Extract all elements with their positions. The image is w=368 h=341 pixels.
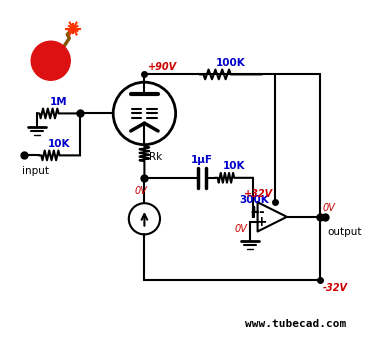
Text: 0V: 0V [235, 224, 248, 234]
Text: 0V: 0V [134, 186, 147, 196]
Text: 1M: 1M [50, 97, 67, 107]
Text: 10K: 10K [223, 161, 245, 171]
Text: output: output [328, 227, 362, 237]
Text: +90V: +90V [148, 62, 177, 72]
Text: 0V: 0V [323, 203, 336, 213]
Text: www.tubecad.com: www.tubecad.com [245, 319, 346, 329]
Text: 300K: 300K [239, 195, 269, 205]
Text: 100K: 100K [216, 58, 245, 68]
Text: -: - [258, 205, 264, 219]
Text: input: input [22, 166, 49, 176]
Text: 1μF: 1μF [191, 155, 213, 165]
Circle shape [31, 41, 70, 80]
Text: 10K: 10K [48, 138, 71, 149]
Text: +: + [255, 215, 267, 229]
Text: -32V: -32V [323, 283, 348, 293]
Text: +32V: +32V [244, 189, 273, 199]
Text: Rk: Rk [149, 152, 163, 162]
